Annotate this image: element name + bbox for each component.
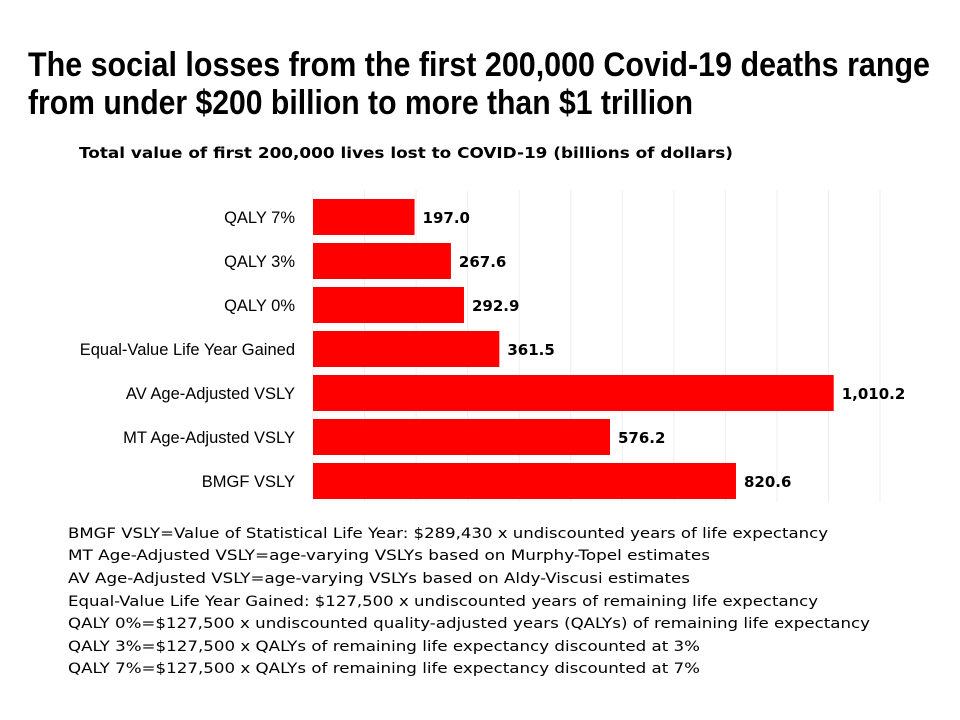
category-label: MT Age-Adjusted VSLY bbox=[123, 429, 295, 447]
data-label: 267.6 bbox=[459, 253, 506, 271]
data-label: 292.9 bbox=[472, 297, 519, 315]
bar bbox=[313, 375, 834, 411]
bar bbox=[313, 243, 451, 279]
category-label: BMGF VSLY bbox=[202, 473, 295, 491]
data-label: 361.5 bbox=[507, 341, 554, 359]
data-label: 1,010.2 bbox=[842, 385, 906, 403]
bar bbox=[313, 331, 500, 367]
data-label: 820.6 bbox=[744, 473, 791, 491]
bar bbox=[313, 419, 611, 455]
chart-title: Total value of first 200,000 lives lost … bbox=[79, 144, 733, 162]
note-equal-value: Equal-Value Life Year Gained: $127,500 x… bbox=[68, 594, 818, 610]
note-bmgf: BMGF VSLY=Value of Statistical Life Year… bbox=[68, 526, 828, 542]
bar bbox=[313, 287, 464, 323]
gridlines bbox=[312, 190, 881, 502]
data-label: 197.0 bbox=[423, 209, 470, 227]
note-qaly-0: QALY 0%=$127,500 x undiscounted quality-… bbox=[68, 616, 870, 632]
title-line-2: from under $200 billion to more than $1 … bbox=[28, 84, 693, 122]
footnotes: BMGF VSLY=Value of Statistical Life Year… bbox=[68, 526, 870, 677]
bar bbox=[313, 199, 415, 235]
note-mt: MT Age-Adjusted VSLY=age-varying VSLYs b… bbox=[68, 548, 710, 564]
note-av: AV Age-Adjusted VSLY=age-varying VSLYs b… bbox=[68, 571, 690, 587]
category-label: QALY 7% bbox=[224, 209, 295, 227]
category-label: QALY 0% bbox=[224, 297, 295, 315]
note-qaly-7: QALY 7%=$127,500 x QALYs of remaining li… bbox=[68, 661, 700, 677]
category-label: AV Age-Adjusted VSLY bbox=[126, 385, 295, 403]
data-label: 576.2 bbox=[618, 429, 665, 447]
title-line-1: The social losses from the first 200,000… bbox=[28, 46, 930, 84]
note-qaly-3: QALY 3%=$127,500 x QALYs of remaining li… bbox=[68, 639, 700, 655]
bars: QALY 7% 197.0 QALY 3% 267.6 QALY 0% 292.9 Equa… bbox=[80, 199, 906, 499]
bar bbox=[313, 463, 736, 499]
category-label: QALY 3% bbox=[224, 253, 295, 271]
category-label: Equal-Value Life Year Gained bbox=[80, 341, 295, 359]
